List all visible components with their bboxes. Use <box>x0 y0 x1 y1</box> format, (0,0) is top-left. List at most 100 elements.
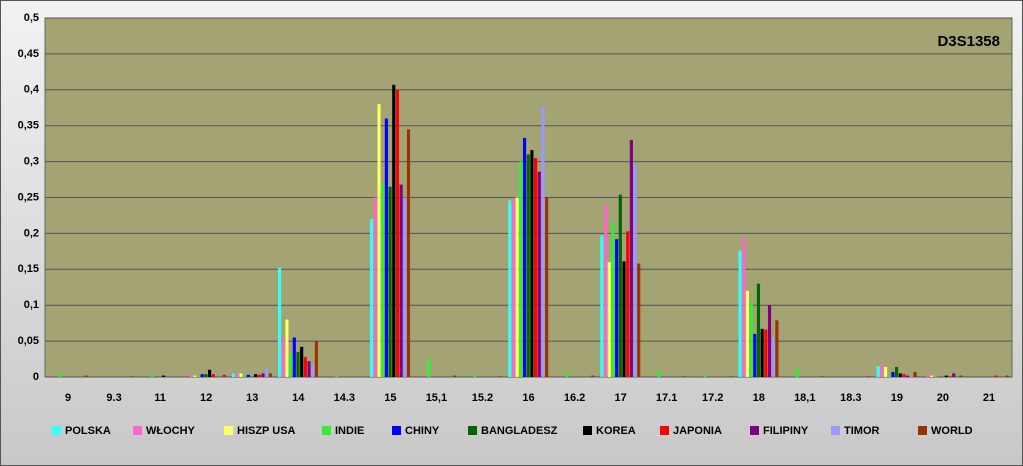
bar <box>738 250 742 377</box>
x-tick-label: 15.2 <box>472 392 493 404</box>
bar <box>84 375 88 377</box>
bar <box>611 222 615 377</box>
legend-swatch <box>392 426 401 435</box>
bar <box>880 365 884 377</box>
chart-title: D3S1358 <box>937 33 1000 50</box>
bar <box>745 290 749 377</box>
x-tick-label: 21 <box>983 392 995 404</box>
bar <box>764 329 768 377</box>
bar <box>239 373 243 377</box>
bar <box>952 373 956 377</box>
bar <box>933 376 937 377</box>
x-tick-label: 16 <box>522 392 534 404</box>
bar <box>381 183 385 377</box>
y-tick-label: 0,4 <box>24 84 40 96</box>
bar <box>959 375 963 377</box>
bar <box>196 375 201 377</box>
legend-label: CHINY <box>405 425 440 437</box>
bar <box>307 361 311 377</box>
x-tick-label: 18 <box>753 392 765 404</box>
bar <box>300 346 304 377</box>
x-tick-label: 15 <box>384 392 396 404</box>
bar <box>657 370 661 377</box>
x-tick-label: 19 <box>891 392 903 404</box>
legend-label: POLSKA <box>65 425 111 437</box>
bar <box>683 376 687 377</box>
bar <box>891 371 895 377</box>
bar <box>130 376 134 377</box>
x-tick-label: 13 <box>246 392 258 404</box>
legend-swatch <box>52 426 61 435</box>
bar <box>189 374 193 377</box>
bar <box>930 375 934 377</box>
bar <box>629 140 633 377</box>
bar <box>1005 375 1009 377</box>
bar <box>161 375 166 377</box>
bar <box>618 194 622 377</box>
bar <box>591 375 595 377</box>
bar <box>399 184 403 377</box>
bar <box>289 353 293 377</box>
legend-label: JAPONIA <box>673 425 722 437</box>
x-tick-label: 14 <box>292 392 305 404</box>
bar <box>530 150 534 377</box>
bar <box>406 129 411 377</box>
bar <box>604 204 608 377</box>
bar <box>742 237 746 377</box>
y-tick-label: 0,15 <box>18 263 39 275</box>
bar <box>994 375 998 377</box>
bar <box>902 374 906 377</box>
bar <box>314 341 318 377</box>
bar <box>311 364 315 377</box>
bar <box>883 366 888 377</box>
bar <box>749 301 753 377</box>
bar <box>898 373 902 377</box>
x-tick-label: 11 <box>154 392 166 404</box>
bar <box>261 373 265 377</box>
x-tick-label: 17.1 <box>656 392 677 404</box>
bar <box>508 200 512 377</box>
bar <box>403 197 407 377</box>
bar <box>395 89 400 378</box>
bar <box>913 371 917 377</box>
y-tick-label: 0,1 <box>24 299 39 311</box>
bar <box>600 235 604 377</box>
x-tick-label: 9.3 <box>106 392 121 404</box>
bar <box>296 351 300 377</box>
bar <box>607 262 611 377</box>
bar <box>534 158 538 377</box>
bar <box>58 373 62 377</box>
y-tick-label: 0,5 <box>24 12 39 24</box>
y-tick-label: 0 <box>33 371 39 383</box>
bar <box>633 164 637 377</box>
bar <box>895 366 899 377</box>
legend-swatch <box>750 426 759 435</box>
bar <box>452 375 457 377</box>
legend-label: WORLD <box>931 425 973 437</box>
bar <box>821 376 825 377</box>
bar <box>867 376 871 377</box>
x-tick-label: 18,1 <box>794 392 815 404</box>
x-tick-label: 16.2 <box>564 392 585 404</box>
bar <box>541 106 545 378</box>
x-tick-label: 20 <box>937 392 949 404</box>
bar <box>887 374 891 377</box>
y-tick-label: 0,25 <box>18 191 39 203</box>
x-tick-label: 17.2 <box>702 392 723 404</box>
bar <box>615 239 619 377</box>
bar <box>392 84 396 378</box>
bar <box>373 197 377 377</box>
bar <box>511 198 516 377</box>
legend-swatch <box>133 426 142 435</box>
bar <box>545 197 549 377</box>
bar <box>388 186 392 377</box>
bar <box>268 373 272 377</box>
bar <box>622 261 626 377</box>
legend-label: BANGLADESZ <box>481 425 558 437</box>
bar <box>303 356 307 377</box>
bar <box>775 320 779 377</box>
bar <box>565 373 569 377</box>
legend-swatch <box>583 426 592 435</box>
x-tick-label: 9 <box>65 392 71 404</box>
